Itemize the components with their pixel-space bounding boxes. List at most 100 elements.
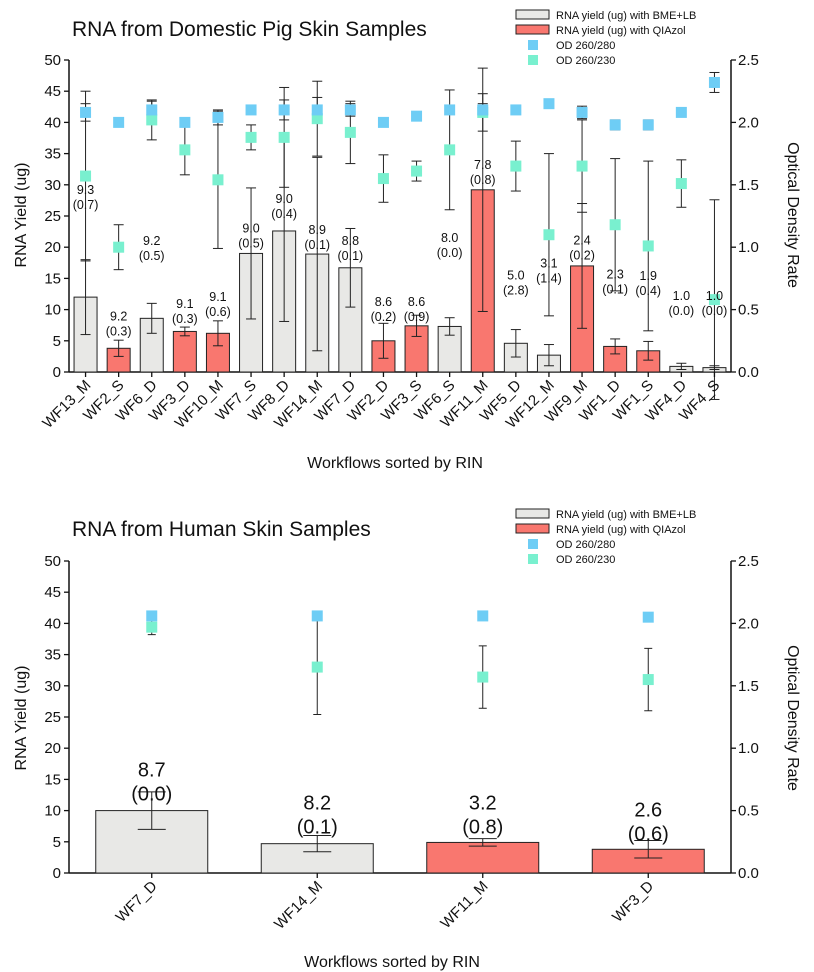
od280-point bbox=[146, 610, 158, 622]
bar-data-label: 8.0 (0.0) bbox=[437, 231, 463, 260]
y-tick-label: 25 bbox=[44, 709, 61, 726]
y-tick-label: 5 bbox=[53, 333, 61, 350]
bar-data-label: 9.1 (0.6) bbox=[205, 290, 231, 319]
y-tick-label: 40 bbox=[44, 114, 61, 131]
od230-point bbox=[642, 240, 654, 252]
od280-point bbox=[477, 610, 489, 622]
y2-axis-title: Optical Density Rate bbox=[784, 142, 801, 288]
od280-point bbox=[642, 611, 654, 623]
bar-data-label: 1.0 (0.0) bbox=[702, 289, 728, 318]
od280-point bbox=[311, 610, 323, 622]
bar-data-label: 5.0 (2.8) bbox=[503, 268, 529, 297]
bar-data-label: 8.9 (0.1) bbox=[304, 223, 330, 252]
bar-data-label: 9.0 (0.5) bbox=[238, 222, 264, 251]
y-tick-label: 40 bbox=[44, 615, 61, 632]
x-tick-label: WF11_M bbox=[437, 878, 491, 932]
od280-point bbox=[543, 98, 555, 110]
od280-point bbox=[642, 119, 654, 131]
od280-point bbox=[708, 76, 720, 88]
od230-point bbox=[576, 160, 588, 172]
od280-point bbox=[179, 116, 191, 128]
bar-data-label: 8.8 (0.1) bbox=[337, 234, 363, 263]
od230-point bbox=[377, 173, 389, 185]
y-tick-label: 15 bbox=[44, 270, 61, 287]
y-tick-label: 20 bbox=[44, 740, 61, 757]
bar-data-label: 7.8 (0.8) bbox=[470, 158, 496, 187]
legend-label: RNA yield (ug) with QIAzol bbox=[556, 524, 686, 536]
x-tick-label: WF7_D bbox=[113, 878, 161, 926]
x-tick-label: WF14_M bbox=[271, 878, 326, 933]
legend-label: RNA yield (ug) with BME+LB bbox=[556, 10, 696, 22]
y-tick-label: 25 bbox=[44, 208, 61, 225]
y2-tick-label: 2.5 bbox=[738, 553, 759, 570]
y-tick-label: 0 bbox=[53, 865, 61, 882]
legend-swatch bbox=[515, 508, 550, 519]
od280-point bbox=[444, 104, 456, 116]
legend-label: OD 260/230 bbox=[556, 554, 615, 566]
y2-tick-label: 2.0 bbox=[738, 114, 759, 131]
od230-point bbox=[708, 294, 720, 306]
yield-bar bbox=[172, 330, 197, 373]
x-tick-label: WF13_M bbox=[39, 377, 94, 432]
od230-point bbox=[642, 674, 654, 686]
y-tick-label: 10 bbox=[44, 302, 61, 319]
y2-tick-label: 0.5 bbox=[738, 803, 759, 820]
od280-point bbox=[609, 119, 621, 131]
yield-bar bbox=[426, 841, 540, 874]
od230-point bbox=[146, 621, 158, 633]
y2-tick-label: 0.5 bbox=[738, 302, 759, 319]
legend-marker bbox=[528, 40, 538, 50]
od230-point bbox=[543, 229, 555, 241]
legend-marker bbox=[528, 554, 538, 564]
od230-point bbox=[510, 160, 522, 172]
bar-data-label: 2.3 (0.1) bbox=[602, 268, 628, 297]
y-tick-label: 0 bbox=[53, 364, 61, 381]
y2-tick-label: 1.0 bbox=[738, 740, 759, 757]
legend-swatch bbox=[515, 24, 550, 35]
od230-point bbox=[80, 170, 92, 182]
y-tick-label: 10 bbox=[44, 803, 61, 820]
bar-data-label: 8.2 (0.1) bbox=[297, 792, 338, 838]
bar-data-label: 2.6 (0.6) bbox=[628, 799, 669, 845]
y-axis-title: RNA Yield (ug) bbox=[13, 666, 30, 771]
od280-point bbox=[377, 116, 389, 128]
od280-point bbox=[411, 110, 423, 122]
od280-point bbox=[510, 104, 522, 116]
od230-point bbox=[344, 126, 356, 138]
bar-data-label: 9.2 (0.5) bbox=[139, 234, 165, 263]
legend-marker bbox=[528, 55, 538, 65]
od230-point bbox=[411, 165, 423, 177]
y-tick-label: 5 bbox=[53, 834, 61, 851]
od230-point bbox=[477, 671, 489, 683]
y-tick-label: 45 bbox=[44, 83, 61, 100]
od280-point bbox=[245, 104, 257, 116]
y2-tick-label: 1.5 bbox=[738, 678, 759, 695]
y-tick-label: 35 bbox=[44, 146, 61, 163]
od230-point bbox=[311, 661, 323, 673]
od230-point bbox=[278, 131, 290, 143]
y2-tick-label: 0.0 bbox=[738, 364, 759, 381]
bar-data-label: 8.6 (0.2) bbox=[371, 295, 397, 324]
legend-label: RNA yield (ug) with QIAzol bbox=[556, 25, 686, 37]
human-skin-chart: RNA from Human Skin Samples Workflows so… bbox=[13, 508, 801, 971]
y2-tick-label: 1.0 bbox=[738, 239, 759, 256]
legend-marker bbox=[528, 539, 538, 549]
bar-data-label: 3.1 (1.4) bbox=[536, 257, 562, 286]
od280-point bbox=[113, 116, 125, 128]
y-tick-label: 50 bbox=[44, 52, 61, 69]
y-tick-label: 30 bbox=[44, 678, 61, 695]
bar-data-label: 8.6 (0.9) bbox=[404, 295, 430, 324]
od230-point bbox=[245, 131, 257, 143]
od280-point bbox=[311, 104, 323, 116]
legend-label: OD 260/280 bbox=[556, 539, 615, 551]
bar-data-label: 9.1 (0.3) bbox=[172, 297, 198, 326]
od230-point bbox=[113, 241, 125, 253]
pig-skin-chart: RNA from Domestic Pig Skin Samples Workf… bbox=[13, 9, 801, 472]
bar-data-label: 1.0 (0.0) bbox=[668, 289, 694, 318]
bar-data-label: 8.7 (0.0) bbox=[131, 759, 172, 805]
x-axis-title: Workflows sorted by RIN bbox=[307, 455, 483, 472]
y-tick-label: 20 bbox=[44, 239, 61, 256]
od280-point bbox=[212, 111, 224, 123]
y-tick-label: 35 bbox=[44, 647, 61, 664]
legend-label: OD 260/230 bbox=[556, 55, 615, 67]
